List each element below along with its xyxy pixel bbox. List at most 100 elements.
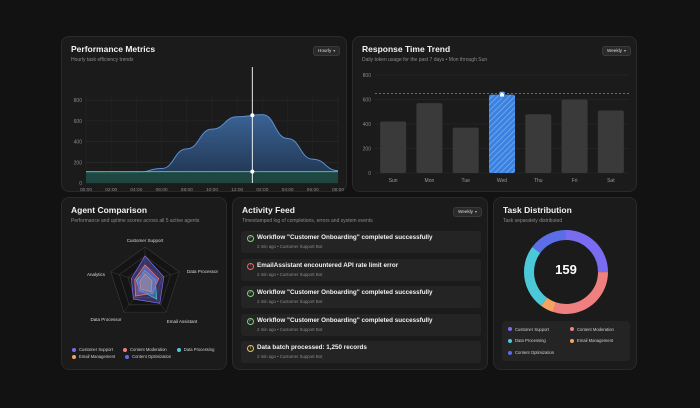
task-donut-chart[interactable] bbox=[494, 223, 638, 333]
check-icon: ✓ bbox=[247, 235, 254, 242]
donut-slice bbox=[524, 230, 608, 314]
hourly-dropdown[interactable]: Hourly ▾ bbox=[313, 46, 341, 56]
legend-label: Email Management bbox=[79, 354, 116, 359]
bar bbox=[597, 110, 624, 173]
legend-swatch bbox=[570, 327, 574, 332]
radar-axis bbox=[123, 282, 146, 313]
activity-title: Workflow "Customer Onboarding" completed… bbox=[257, 289, 433, 296]
activity-meta: 2 min ago • Customer Support Bot bbox=[257, 271, 323, 277]
x-tick-label: 08:00 bbox=[332, 187, 344, 193]
weekly-dropdown[interactable]: Weekly ▾ bbox=[602, 46, 631, 56]
x-tick-label: 04:00 bbox=[282, 187, 294, 193]
legend-item: Content Moderation bbox=[122, 347, 167, 352]
legend-label: Content Optimization bbox=[515, 350, 555, 356]
response-bar-chart[interactable]: 0 200 400 600 800 Sun Mon Tue Wed Thu Fri Sat bbox=[353, 37, 638, 193]
activity-item[interactable]: ✓ Workflow "Customer Onboarding" complete… bbox=[241, 286, 481, 308]
legend-swatch bbox=[570, 338, 574, 343]
radar-series bbox=[139, 273, 153, 293]
y-tick-label: 200 bbox=[363, 147, 372, 153]
panel-title: Activity Feed bbox=[242, 205, 295, 215]
legend-label: Content Optimization bbox=[132, 354, 172, 359]
legend-item: Content Optimization bbox=[508, 348, 562, 357]
y-tick-label: 400 bbox=[363, 122, 372, 128]
bar-marker bbox=[499, 91, 505, 98]
legend-label: Customer Support bbox=[79, 347, 113, 352]
y-tick-label: 600 bbox=[363, 98, 372, 104]
legend-item: Customer Support bbox=[508, 325, 562, 334]
legend-swatch bbox=[72, 347, 76, 352]
activity-item[interactable]: ✓ Workflow "Customer Onboarding" complete… bbox=[241, 231, 481, 253]
chevron-down-icon: ▾ bbox=[474, 209, 477, 214]
radar-axis bbox=[144, 271, 180, 284]
activity-meta: 2 min ago • Customer Support Bot bbox=[257, 299, 323, 304]
dropdown-label: Weekly bbox=[458, 209, 473, 214]
legend-swatch bbox=[508, 327, 512, 332]
x-tick-label: 08:00 bbox=[181, 187, 193, 193]
legend-label: Content Moderation bbox=[129, 347, 167, 352]
activity-title: Workflow "Customer Onboarding" completed… bbox=[257, 316, 433, 324]
check-icon: ✓ bbox=[247, 290, 254, 297]
activity-meta: 2 min ago • Customer Support Bot bbox=[257, 354, 323, 359]
activity-item[interactable]: ! EmailAssistant encountered API rate lim… bbox=[241, 258, 481, 281]
radar-series bbox=[137, 266, 158, 296]
x-tick-label: 10:00 bbox=[206, 187, 218, 193]
task-distribution-panel: Task Distribution Task separately distri… bbox=[493, 197, 637, 370]
x-tick-label: Sat bbox=[607, 178, 615, 184]
chevron-down-icon: ▾ bbox=[333, 48, 336, 53]
radar-axis-label: Data Processor bbox=[90, 317, 122, 322]
legend-swatch bbox=[72, 354, 76, 359]
x-tick-label: Mon bbox=[425, 178, 435, 184]
performance-area-chart[interactable]: 0 200 400 600 800 00:00 02:00 04:00 06:00 08:00 10… bbox=[62, 37, 348, 193]
donut-total: 159 bbox=[555, 262, 577, 277]
bar bbox=[452, 127, 479, 173]
weekly-dropdown[interactable]: Weekly ▾ bbox=[453, 207, 482, 217]
y-tick-label: 400 bbox=[74, 140, 83, 146]
agent-radar-chart[interactable]: Customer Support Data Processor Email Assi… bbox=[62, 198, 228, 338]
x-tick-label: 06:00 bbox=[156, 187, 168, 193]
legend-swatch bbox=[508, 350, 512, 355]
x-tick-label: Wed bbox=[497, 178, 507, 184]
x-tick-label: 12:00 bbox=[231, 187, 243, 193]
x-tick-label: 04:00 bbox=[130, 187, 142, 193]
legend-label: Data Processing bbox=[183, 347, 215, 352]
legend-label: Data Processing bbox=[515, 338, 546, 344]
legend-swatch bbox=[122, 347, 127, 352]
response-time-panel: Response Time Trend Daily token usage fo… bbox=[352, 36, 637, 192]
panel-subtitle: Timestamped log of completions, errors a… bbox=[242, 218, 373, 224]
panel-subtitle: Task separately distributed bbox=[503, 218, 563, 224]
y-tick-label: 0 bbox=[79, 181, 82, 187]
y-tick-label: 600 bbox=[74, 119, 83, 125]
panel-title: Performance Metrics bbox=[71, 44, 156, 54]
legend-item: Content Moderation bbox=[570, 325, 624, 334]
panel-subtitle: Daily token usage for the past 7 days • … bbox=[362, 57, 488, 63]
area-series-2 bbox=[86, 171, 338, 183]
activity-title: Workflow "Customer Onboarding" completed… bbox=[257, 234, 433, 241]
legend-item: Data Processing bbox=[508, 337, 562, 346]
info-icon: i bbox=[247, 345, 254, 352]
donut-slice bbox=[524, 230, 608, 314]
dropdown-label: Weekly bbox=[607, 48, 622, 53]
radar-axis bbox=[110, 271, 146, 284]
legend-item: Content Optimization bbox=[125, 354, 171, 359]
legend-item: Email Management bbox=[72, 354, 115, 359]
panel-subtitle: Performance and uptime scores across all… bbox=[71, 218, 200, 224]
activity-title: Data batch processed: 1,250 records bbox=[257, 344, 367, 351]
x-tick-label: Tue bbox=[461, 178, 470, 184]
bar bbox=[525, 114, 552, 173]
legend-swatch bbox=[508, 338, 512, 343]
activity-title: EmailAssistant encountered API rate limi… bbox=[257, 261, 399, 269]
agent-comparison-panel: Agent Comparison Performance and uptime … bbox=[61, 197, 227, 370]
bar bbox=[561, 99, 588, 173]
activity-item[interactable]: i Data batch processed: 1,250 records 2 mi… bbox=[241, 341, 481, 363]
legend-item: Customer Support bbox=[72, 347, 113, 352]
radar-axis bbox=[144, 282, 167, 313]
agent-legend: Customer Support Content Moderation Data P… bbox=[72, 347, 222, 359]
x-tick-label: Sun bbox=[389, 178, 398, 184]
x-tick-label: Thu bbox=[534, 178, 543, 184]
x-tick-label: 02:00 bbox=[105, 187, 117, 193]
activity-item[interactable]: ✓ Workflow "Customer Onboarding" complete… bbox=[241, 313, 481, 336]
chevron-down-icon: ▾ bbox=[623, 48, 626, 53]
bar bbox=[380, 121, 407, 173]
performance-metrics-panel: Performance Metrics Hourly task efficien… bbox=[61, 36, 348, 193]
radar-axis-label: Customer Support bbox=[127, 238, 164, 243]
